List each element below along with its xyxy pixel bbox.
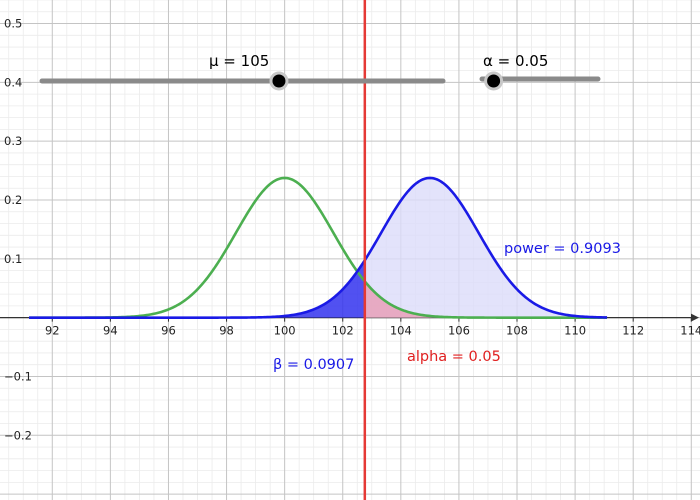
x-tick-label: 100 (274, 324, 296, 338)
x-tick-label: 104 (390, 324, 412, 338)
x-tick-labels: 92 94 96 98 100 102 104 106 108 110 112 114 (45, 324, 700, 338)
x-tick-label: 106 (448, 324, 470, 338)
y-tick-labels: 0.5 0.4 0.3 0.2 0.1 −0.1 −0.2 (4, 17, 32, 443)
y-tick-label: 0.1 (4, 252, 22, 266)
power-annotation: power = 0.9093 (504, 241, 621, 257)
x-tick-label: 98 (219, 324, 234, 338)
alpha-slider[interactable]: α = 0.05 (479, 52, 601, 91)
x-tick-label: 110 (564, 324, 586, 338)
x-tick-label: 114 (680, 324, 700, 338)
x-tick-label: 112 (622, 324, 644, 338)
y-tick-label: −0.1 (4, 369, 32, 383)
y-tick-label: −0.2 (4, 428, 32, 442)
alpha-slider-handle[interactable] (487, 74, 501, 88)
mu-slider-handle[interactable] (272, 74, 286, 88)
mu-slider[interactable]: μ = 105 (39, 52, 446, 91)
x-tick-label: 96 (161, 324, 176, 338)
alpha-annotation: alpha = 0.05 (407, 349, 501, 365)
x-tick-label: 108 (506, 324, 528, 338)
y-tick-label: 0.2 (4, 193, 22, 207)
x-axis-arrow (691, 313, 699, 322)
x-tick-label: 94 (103, 324, 118, 338)
y-tick-label: 0.5 (4, 17, 22, 31)
x-tick-label: 102 (332, 324, 354, 338)
y-tick-label: 0.3 (4, 134, 22, 148)
beta-annotation: β = 0.0907 (273, 357, 354, 373)
alpha-region (364, 281, 608, 318)
alternative-distribution-curve[interactable] (29, 176, 608, 319)
beta-region (29, 260, 365, 318)
x-tick-label: 92 (45, 324, 60, 338)
alpha-slider-label: α = 0.05 (483, 52, 548, 70)
mu-slider-label: μ = 105 (209, 52, 269, 70)
y-tick-label: 0.4 (4, 75, 22, 89)
